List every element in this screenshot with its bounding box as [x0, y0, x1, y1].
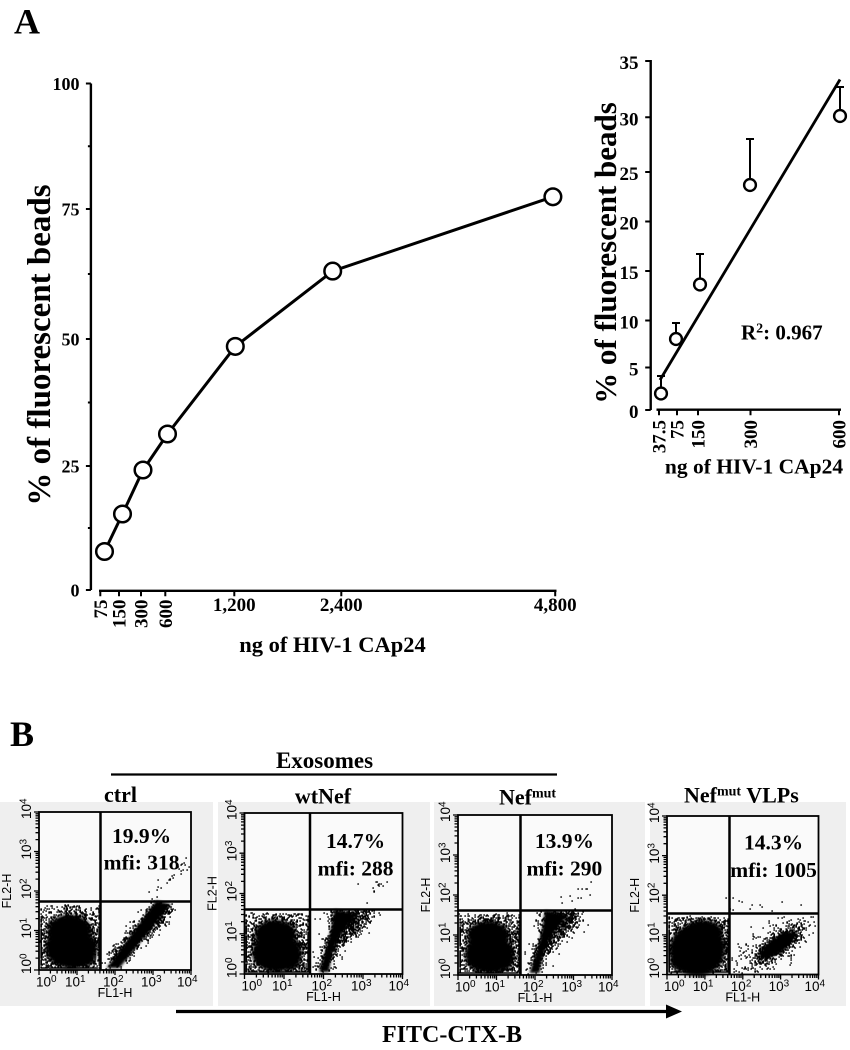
- svg-text:300: 300: [741, 420, 762, 449]
- svg-text:300: 300: [132, 600, 153, 629]
- svg-text:50: 50: [62, 329, 80, 349]
- svg-text:FITC-CTX-B: FITC-CTX-B: [382, 1022, 522, 1045]
- svg-text:100: 100: [53, 74, 80, 94]
- svg-text:150: 150: [689, 420, 710, 449]
- svg-text:0: 0: [71, 580, 80, 600]
- svg-text:1,200: 1,200: [213, 595, 256, 616]
- svg-text:600: 600: [830, 420, 850, 449]
- svg-text:25: 25: [62, 456, 80, 476]
- svg-text:35: 35: [620, 53, 639, 74]
- svg-text:FL2-H: FL2-H: [419, 878, 433, 913]
- svg-text:A: A: [14, 2, 40, 42]
- svg-text:14.3%: 14.3%: [744, 831, 803, 855]
- svg-text:ctrl: ctrl: [104, 782, 137, 807]
- svg-text:Exosomes: Exosomes: [276, 748, 373, 773]
- svg-text:FL1-H: FL1-H: [518, 991, 553, 1005]
- svg-text:B: B: [10, 714, 34, 754]
- svg-text:13.9%: 13.9%: [535, 829, 594, 853]
- svg-text:FL2-H: FL2-H: [0, 874, 14, 909]
- svg-text:5: 5: [629, 360, 639, 381]
- svg-text:mfi: 1005: mfi: 1005: [730, 858, 817, 882]
- svg-text:FL2-H: FL2-H: [206, 876, 220, 911]
- svg-text:0: 0: [629, 402, 639, 423]
- svg-text:FL1-H: FL1-H: [725, 991, 760, 1005]
- svg-text:% of fluorescent beads: % of fluorescent beads: [22, 184, 58, 505]
- svg-text:FL1-H: FL1-H: [98, 986, 133, 1000]
- svg-text:FL1-H: FL1-H: [306, 990, 341, 1004]
- svg-text:mfi: 288: mfi: 288: [318, 857, 394, 881]
- svg-text:R2: 0.967: R2: 0.967: [741, 321, 823, 345]
- svg-text:FL2-H: FL2-H: [628, 878, 642, 913]
- svg-text:% of fluorescent beads: % of fluorescent beads: [588, 102, 623, 404]
- svg-text:mfi: 318: mfi: 318: [104, 850, 180, 874]
- svg-text:600: 600: [156, 600, 177, 629]
- svg-text:2,400: 2,400: [320, 595, 363, 616]
- svg-text:ng of HIV-1 CAp24: ng of HIV-1 CAp24: [239, 632, 425, 657]
- svg-text:Nefmut VLPs: Nefmut VLPs: [684, 783, 799, 808]
- svg-text:ng of HIV-1 CAp24: ng of HIV-1 CAp24: [665, 455, 843, 479]
- svg-text:75: 75: [62, 199, 80, 219]
- svg-text:14.7%: 14.7%: [326, 829, 385, 853]
- svg-text:wtNef: wtNef: [295, 784, 352, 809]
- svg-text:19.9%: 19.9%: [112, 824, 171, 848]
- svg-text:mfi: 290: mfi: 290: [526, 857, 602, 881]
- svg-text:4,800: 4,800: [534, 595, 577, 616]
- svg-text:150: 150: [110, 600, 131, 629]
- svg-text:75: 75: [668, 420, 689, 439]
